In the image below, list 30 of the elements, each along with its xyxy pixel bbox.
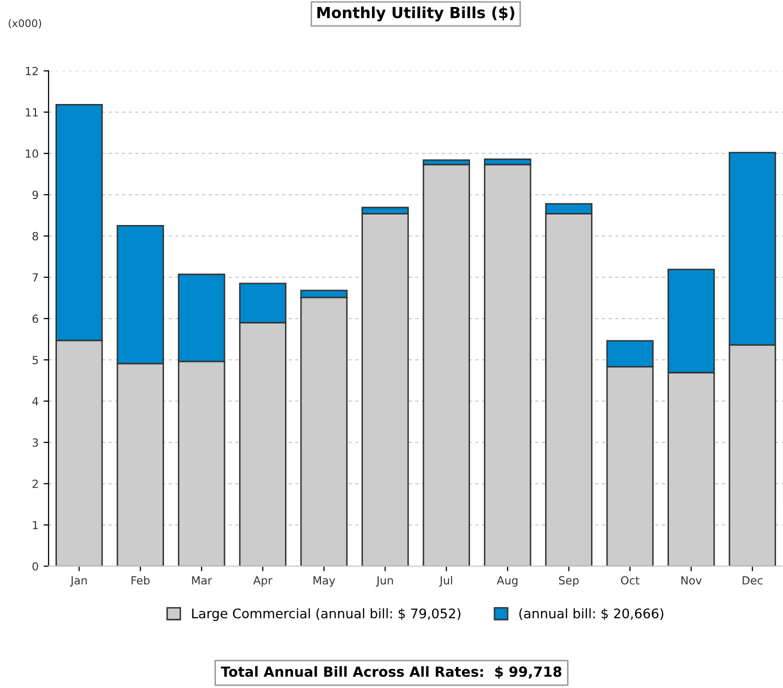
legend-label: Large Commercial (annual bill: $ 79,052): [192, 608, 460, 621]
y-tick-label: 2: [32, 480, 38, 488]
chart-title: Monthly Utility Bills ($): [317, 6, 514, 22]
y-tick-label: 0: [32, 562, 38, 571]
y-tick-label: 4: [32, 397, 38, 406]
x-tick-label: Aug: [496, 576, 518, 587]
x-tick-label: Sep: [559, 576, 579, 587]
y-tick-label: 3: [32, 438, 38, 447]
legend-label: (annual bill: $ 20,666): [519, 608, 664, 620]
y-tick-label: 6: [32, 314, 38, 323]
x-tick-label: Jan: [70, 576, 87, 587]
text: Total Annual Bill Across All Rates: $ 99,718: [220, 666, 562, 679]
text: (x000): [8, 19, 42, 28]
x-tick-label: Apr: [253, 576, 272, 587]
y-tick-label: 12: [26, 66, 38, 76]
x-tick-label: Feb: [132, 576, 150, 585]
x-tick-label: Oct: [621, 576, 640, 585]
x-tick-label: Jul: [439, 576, 452, 587]
x-tick-label: May: [314, 576, 336, 587]
x-tick-label: Nov: [681, 576, 702, 585]
y-tick-label: 11: [26, 108, 38, 116]
x-tick-label: Jun: [376, 576, 393, 587]
x-tick-label: Dec: [742, 576, 762, 585]
y-tick-label: 5: [32, 356, 38, 364]
y-tick-label: 10: [26, 149, 38, 158]
y-tick-label: 8: [32, 232, 38, 240]
y-tick-label: 9: [32, 190, 38, 200]
y-tick-label: 7: [32, 273, 38, 282]
y-tick-label: 1: [32, 521, 38, 530]
x-tick-label: Mar: [192, 576, 212, 585]
